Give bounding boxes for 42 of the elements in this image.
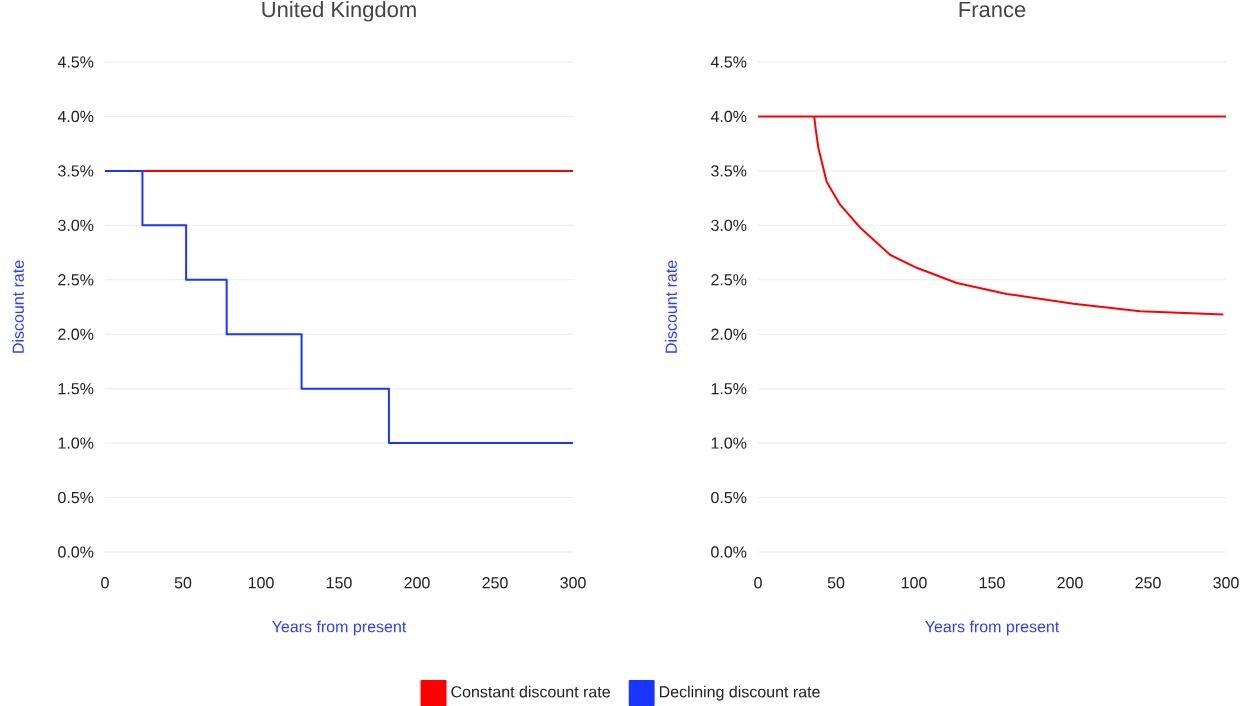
y-tick-label: 0.0%: [711, 546, 747, 558]
y-tick-label: 2.0%: [58, 328, 94, 340]
y-tick-label: 4.0%: [710, 110, 747, 123]
x-tick-label: 50: [174, 577, 192, 589]
chart-title: France: [959, 1, 1026, 18]
y-tick-label: 3.0%: [58, 219, 94, 231]
y-tick-label: 4.5%: [710, 56, 747, 68]
x-tick-label: 200: [404, 577, 430, 589]
y-axis-title: Discount rate: [665, 260, 677, 353]
y-tick-label: 1.0%: [711, 437, 747, 449]
y-tick-label: 4.5%: [57, 56, 94, 68]
x-axis-title: Years from present: [925, 620, 1060, 636]
y-tick-label: 3.5%: [711, 165, 747, 177]
y-tick-label: 1.0%: [58, 437, 94, 449]
x-tick-label: 250: [482, 577, 508, 589]
y-axis-title: Discount rate: [12, 260, 24, 353]
x-tick-label: 0: [101, 577, 109, 589]
x-tick-label: 300: [1213, 577, 1239, 589]
x-axis-title: Years from present: [272, 620, 407, 636]
x-tick-label: 100: [248, 577, 274, 589]
y-tick-label: 0.0%: [58, 546, 94, 558]
x-tick-label: 0: [754, 577, 762, 589]
y-tick-label: 2.5%: [58, 274, 94, 286]
y-tick-label: 1.5%: [58, 383, 94, 395]
legend-label: Constant discount rate: [451, 685, 610, 698]
y-tick-label: 1.5%: [711, 383, 747, 395]
x-tick-label: 100: [901, 577, 927, 589]
legend-label: Declining discount rate: [659, 685, 820, 701]
y-tick-label: 0.5%: [58, 491, 94, 504]
x-tick-label: 250: [1135, 577, 1161, 589]
chart-title: United Kingdom: [262, 1, 416, 22]
x-tick-label: 300: [560, 577, 586, 589]
y-tick-label: 3.0%: [711, 219, 747, 231]
x-tick-label: 50: [827, 577, 845, 589]
y-tick-label: 4.0%: [57, 110, 94, 123]
y-tick-label: 2.0%: [711, 328, 747, 340]
y-tick-label: 0.5%: [711, 491, 747, 504]
y-tick-label: 2.5%: [711, 274, 747, 286]
x-tick-label: 150: [326, 577, 352, 589]
x-tick-label: 150: [979, 577, 1005, 589]
x-tick-label: 200: [1057, 577, 1083, 589]
y-tick-label: 3.5%: [58, 165, 94, 177]
